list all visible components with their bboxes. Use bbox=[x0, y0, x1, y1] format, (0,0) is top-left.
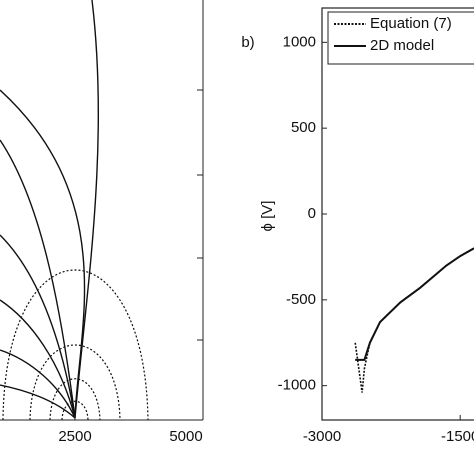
right-ticks bbox=[197, 89, 203, 341]
series-line bbox=[355, 247, 474, 361]
series-line bbox=[354, 247, 474, 393]
y-tick-label: -500 bbox=[286, 291, 316, 308]
y-axis-label: ϕ [V] bbox=[259, 201, 276, 232]
plot-frame bbox=[321, 7, 474, 421]
y-tick-label: 1000 bbox=[283, 33, 316, 50]
legend-label: 2D model bbox=[370, 37, 434, 54]
x-tick-label: -3000 bbox=[303, 428, 341, 445]
field-lines bbox=[0, 0, 100, 419]
equipotentials bbox=[2, 269, 149, 421]
x-tick-label: 5000 bbox=[169, 428, 202, 445]
y-tick-label: 0 bbox=[308, 205, 316, 222]
legend-box bbox=[327, 11, 474, 65]
panel-label: b) bbox=[241, 34, 254, 51]
x-tick-label: -1500 bbox=[441, 428, 474, 445]
x-tick-label: 2500 bbox=[58, 428, 91, 445]
legend-label: Equation (7) bbox=[370, 15, 452, 32]
legend: Equation (7) 2D model bbox=[327, 11, 474, 65]
left-panel bbox=[0, 0, 204, 421]
y-tick-label: 500 bbox=[291, 119, 316, 136]
y-tick-label: -1000 bbox=[278, 377, 316, 394]
